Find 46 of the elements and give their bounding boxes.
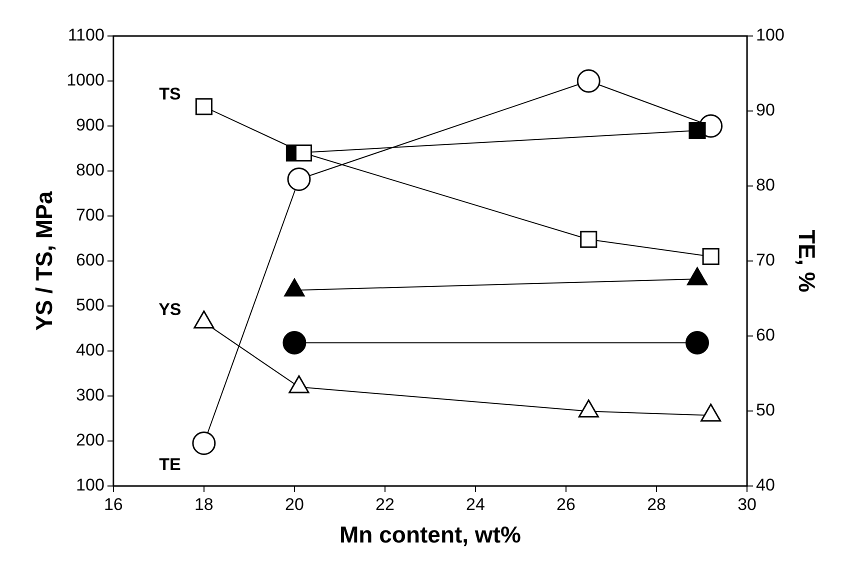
- point: [700, 404, 722, 422]
- x-tick-label: 30: [738, 494, 756, 514]
- y2-tick-label: 80: [756, 176, 775, 195]
- y2-tick-label: 70: [756, 250, 775, 270]
- y2-tick-label: 40: [756, 476, 775, 495]
- series-label: TS: [159, 84, 181, 104]
- x-tick-label: 22: [376, 494, 394, 514]
- point: [688, 122, 706, 140]
- y2-axis-title: TE, %: [794, 230, 820, 292]
- x-axis-title: Mn content, wt%: [340, 522, 521, 548]
- y-tick-label: 900: [76, 116, 104, 135]
- point: [702, 248, 720, 266]
- x-tick-label: 20: [284, 494, 304, 514]
- x-tick-label: 24: [466, 494, 485, 514]
- y-tick-label: 1000: [66, 70, 104, 90]
- y2-tick-label: 90: [756, 100, 775, 120]
- point: [194, 310, 214, 328]
- y-axis-title: YS / TS, MPa: [31, 191, 58, 331]
- y-tick-label: 100: [76, 476, 104, 495]
- x-tick-label: 26: [556, 494, 576, 514]
- y-tick-label: 800: [76, 160, 104, 180]
- point: [578, 400, 599, 418]
- y-tick-label: 1100: [68, 26, 104, 45]
- point: [192, 432, 216, 455]
- series-label: YS: [158, 300, 182, 319]
- x-tick-label: 18: [194, 494, 214, 514]
- y2-tick-label: 100: [756, 26, 784, 45]
- point: [576, 69, 600, 93]
- y-tick-label: 500: [76, 296, 104, 315]
- y2-tick-label: 60: [756, 326, 775, 345]
- point: [282, 331, 306, 354]
- point: [686, 331, 709, 354]
- y-tick-label: 700: [76, 206, 104, 225]
- y2-tick-label: 50: [756, 400, 775, 420]
- point: [294, 144, 312, 162]
- y-tick-label: 200: [76, 430, 104, 450]
- y-tick-label: 300: [76, 386, 104, 405]
- point: [580, 230, 598, 248]
- x-tick-label: 16: [104, 494, 123, 514]
- point: [287, 168, 311, 191]
- y-tick-label: 400: [76, 340, 104, 360]
- point: [195, 98, 212, 116]
- series-label: TE: [159, 454, 181, 474]
- y-tick-label: 600: [76, 250, 104, 270]
- x-tick-label: 28: [647, 494, 666, 514]
- point: [288, 375, 310, 394]
